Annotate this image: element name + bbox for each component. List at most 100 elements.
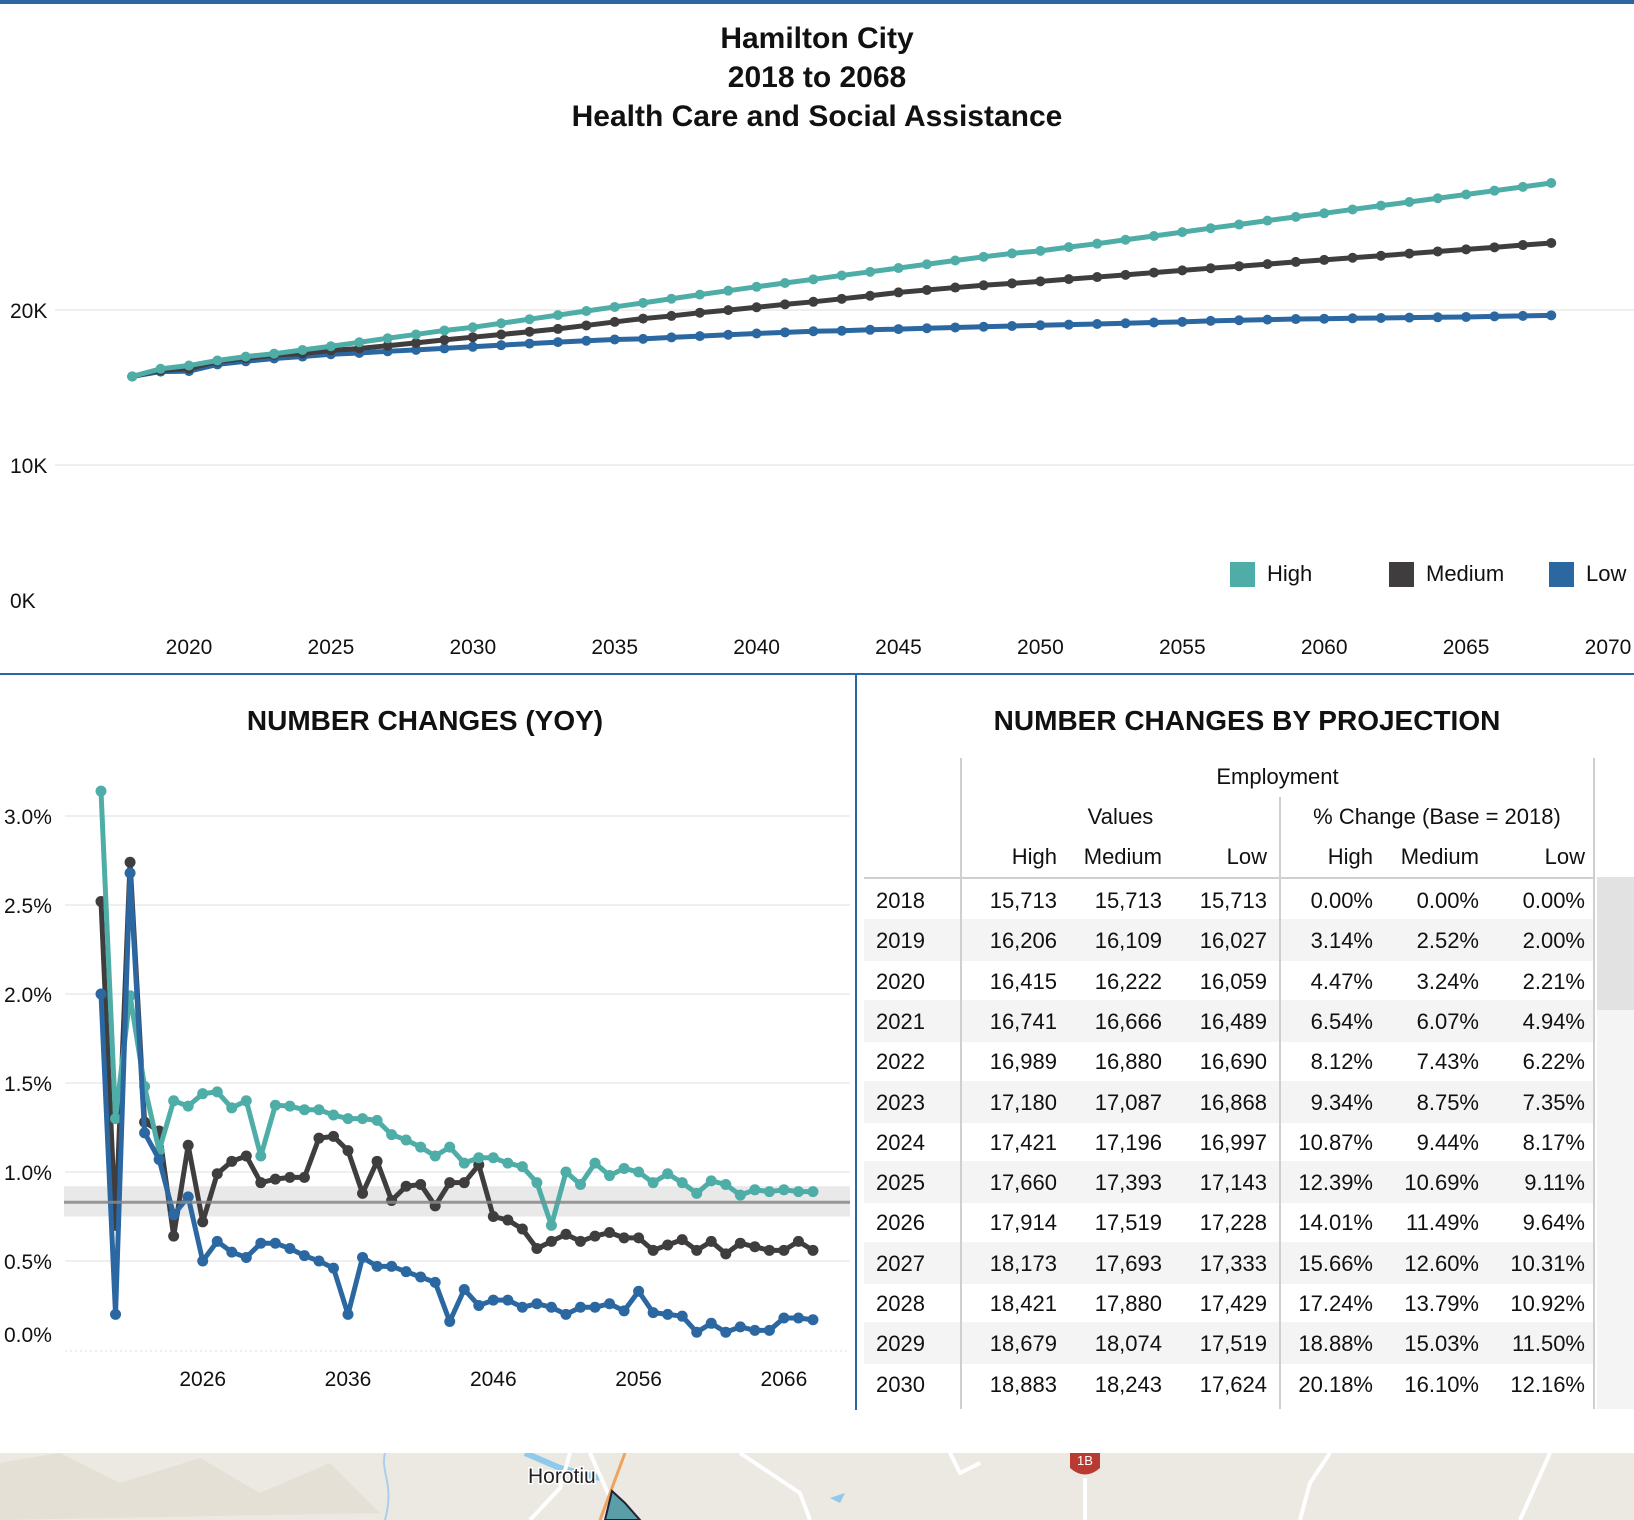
data-point-medium[interactable]	[444, 1177, 456, 1189]
data-point-medium[interactable]	[574, 1235, 586, 1247]
data-point-low[interactable]	[415, 1271, 427, 1283]
column-header-values-high[interactable]: High	[1011, 844, 1057, 869]
data-point-medium[interactable]	[1148, 267, 1159, 278]
data-point-low[interactable]	[1489, 311, 1500, 322]
column-header-values-low[interactable]: Low	[1226, 844, 1267, 869]
data-point-low[interactable]	[662, 1308, 674, 1320]
data-point-medium[interactable]	[1517, 240, 1528, 251]
data-point-medium[interactable]	[666, 310, 677, 321]
data-point-low[interactable]	[694, 331, 705, 342]
data-point-high[interactable]	[524, 314, 535, 325]
data-point-medium[interactable]	[226, 1155, 238, 1167]
data-point-low[interactable]	[386, 1260, 398, 1272]
data-point-high[interactable]	[531, 1177, 543, 1189]
data-point-medium[interactable]	[647, 1244, 659, 1256]
data-point-low[interactable]	[371, 1260, 383, 1272]
data-point-medium[interactable]	[1205, 263, 1216, 274]
legend-item-high[interactable]: High	[1230, 561, 1312, 587]
table-row[interactable]: 2023 17,180 17,087 16,868 9.34% 8.75% 7.35%	[864, 1080, 1594, 1123]
data-point-low[interactable]	[1148, 317, 1159, 328]
data-point-medium[interactable]	[1007, 278, 1018, 289]
region-polygon[interactable]	[603, 1489, 642, 1520]
data-point-low[interactable]	[182, 1191, 194, 1203]
data-point-low[interactable]	[168, 1209, 180, 1221]
data-point-low[interactable]	[342, 1308, 354, 1320]
data-point-high[interactable]	[415, 1141, 427, 1153]
data-point-low[interactable]	[720, 1326, 732, 1338]
table-row[interactable]: 2028 18,421 17,880 17,429 17.24% 13.79% 10.92%	[864, 1282, 1594, 1324]
data-point-medium[interactable]	[1063, 274, 1074, 285]
data-point-high[interactable]	[298, 1104, 310, 1116]
data-point-medium[interactable]	[778, 1244, 790, 1256]
data-point-medium[interactable]	[269, 1173, 281, 1185]
table-row[interactable]: 2018 15,713 15,713 15,713 0.00% 0.00% 0.00%	[864, 879, 1594, 921]
data-point-high[interactable]	[411, 329, 422, 340]
data-point-low[interactable]	[1234, 315, 1245, 326]
data-point-medium[interactable]	[1234, 261, 1245, 272]
data-point-high[interactable]	[1432, 193, 1443, 204]
data-point-high[interactable]	[865, 266, 876, 277]
data-point-high[interactable]	[197, 1088, 209, 1100]
data-point-medium[interactable]	[749, 1241, 761, 1253]
data-point-medium[interactable]	[197, 1216, 209, 1228]
data-point-low[interactable]	[978, 321, 989, 332]
data-point-low[interactable]	[502, 1294, 514, 1306]
data-point-high[interactable]	[212, 355, 223, 366]
data-point-low[interactable]	[458, 1283, 470, 1295]
data-point-medium[interactable]	[1489, 242, 1500, 253]
data-point-low[interactable]	[197, 1255, 209, 1267]
data-point-high[interactable]	[327, 1109, 339, 1121]
data-point-high[interactable]	[779, 277, 790, 288]
data-point-high[interactable]	[978, 251, 989, 262]
data-point-medium[interactable]	[1177, 265, 1188, 276]
data-point-high[interactable]	[467, 322, 478, 333]
data-point-medium[interactable]	[865, 290, 876, 301]
data-point-low[interactable]	[1177, 316, 1188, 327]
data-point-medium[interactable]	[720, 1248, 732, 1260]
data-point-low[interactable]	[95, 988, 107, 1000]
legend-item-medium[interactable]: Medium	[1389, 561, 1504, 587]
data-point-medium[interactable]	[779, 299, 790, 310]
data-point-medium[interactable]	[313, 1132, 325, 1144]
data-point-low[interactable]	[298, 1250, 310, 1262]
data-point-medium[interactable]	[411, 337, 422, 348]
data-point-medium[interactable]	[751, 302, 762, 313]
data-point-medium[interactable]	[298, 1171, 310, 1183]
data-point-low[interactable]	[1404, 312, 1415, 323]
data-point-high[interactable]	[297, 344, 308, 355]
data-point-medium[interactable]	[1461, 244, 1472, 255]
data-point-high[interactable]	[574, 1178, 586, 1190]
data-point-low[interactable]	[589, 1301, 601, 1313]
data-point-high[interactable]	[836, 270, 847, 281]
data-point-high[interactable]	[284, 1100, 296, 1112]
data-point-high[interactable]	[313, 1104, 325, 1116]
data-point-low[interactable]	[865, 324, 876, 335]
data-point-low[interactable]	[836, 325, 847, 336]
data-point-high[interactable]	[357, 1113, 369, 1125]
data-point-low[interactable]	[638, 333, 649, 344]
data-point-low[interactable]	[531, 1298, 543, 1310]
data-point-medium[interactable]	[763, 1244, 775, 1256]
data-point-high[interactable]	[1120, 234, 1131, 245]
data-point-low[interactable]	[1205, 315, 1216, 326]
data-point-low[interactable]	[633, 1285, 645, 1297]
data-point-low[interactable]	[545, 1301, 557, 1313]
data-point-high[interactable]	[1092, 238, 1103, 249]
data-point-low[interactable]	[467, 341, 478, 352]
data-point-medium[interactable]	[371, 1155, 383, 1167]
data-point-medium[interactable]	[662, 1239, 674, 1251]
data-point-low[interactable]	[429, 1276, 441, 1288]
series-line-low[interactable]	[98, 870, 814, 1335]
data-point-medium[interactable]	[496, 329, 507, 340]
data-point-low[interactable]	[487, 1294, 499, 1306]
data-point-low[interactable]	[444, 1316, 456, 1328]
data-point-high[interactable]	[1461, 189, 1472, 200]
data-point-high[interactable]	[604, 1170, 616, 1182]
data-point-high[interactable]	[1375, 200, 1386, 211]
data-point-high[interactable]	[439, 325, 450, 336]
data-point-high[interactable]	[705, 1175, 717, 1187]
data-point-low[interactable]	[226, 1246, 238, 1258]
data-point-low[interactable]	[560, 1308, 572, 1320]
data-point-high[interactable]	[1035, 245, 1046, 256]
data-point-low[interactable]	[327, 1262, 339, 1274]
